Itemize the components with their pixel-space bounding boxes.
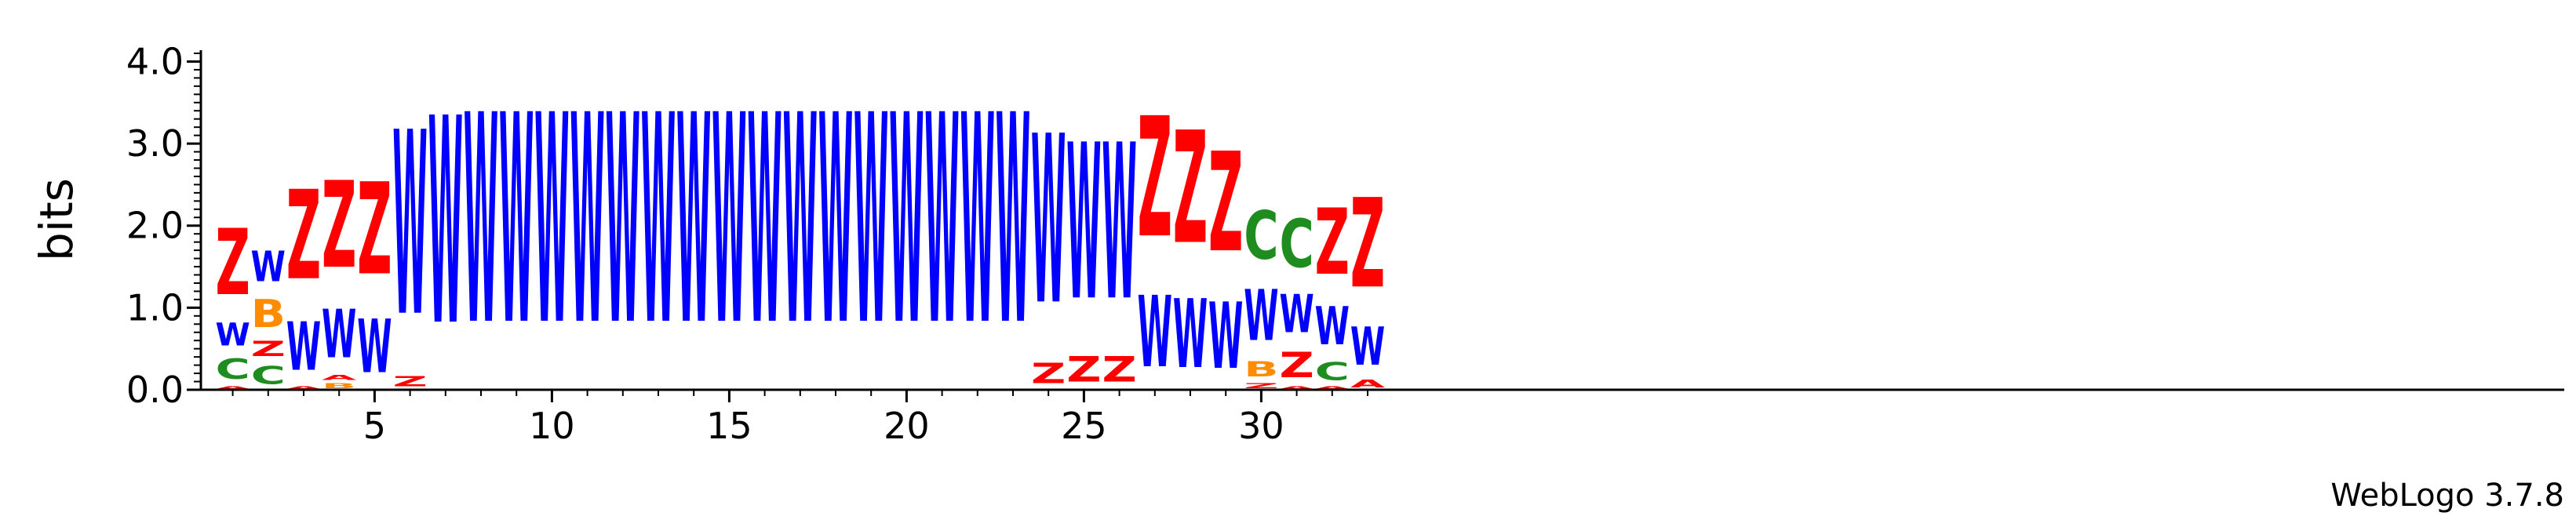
glyph-z-pos-25: Z	[1066, 349, 1101, 391]
glyph-z-pos-32: Z	[1315, 189, 1350, 295]
glyph-a-pos-4: A	[322, 373, 357, 381]
x-tick-label: 30	[1238, 405, 1284, 447]
glyph-a-pos-31: A	[1279, 386, 1314, 390]
glyph-c-pos-32: C	[1315, 358, 1350, 386]
glyph-z-pos-27: Z	[1138, 83, 1172, 274]
glyph-w-pos-18: W	[818, 54, 853, 389]
glyph-z-pos-3: Z	[286, 165, 321, 308]
glyph-a-pos-1: A	[215, 386, 250, 390]
glyph-w-pos-17: W	[783, 54, 818, 389]
glyph-w-pos-31: W	[1279, 285, 1314, 346]
glyph-w-pos-29: W	[1208, 283, 1243, 390]
glyph-w-pos-27: W	[1138, 275, 1172, 389]
glyph-w-pos-20: W	[889, 54, 924, 389]
glyph-w-pos-13: W	[641, 54, 676, 389]
glyph-z-pos-33: Z	[1350, 174, 1385, 317]
glyph-w-pos-11: W	[570, 54, 604, 389]
glyph-w-pos-3: W	[286, 307, 321, 386]
glyph-w-pos-30: W	[1244, 276, 1278, 357]
x-tick-label: 15	[706, 405, 752, 447]
glyph-w-pos-15: W	[712, 54, 746, 389]
glyph-z-pos-26: Z	[1102, 349, 1136, 391]
glyph-w-pos-24: W	[1031, 87, 1066, 356]
glyph-w-pos-21: W	[924, 54, 959, 389]
x-tick-label: 10	[529, 405, 575, 447]
credit-label: WebLogo 3.7.8	[2330, 478, 2564, 514]
glyph-w-pos-1: W	[215, 317, 250, 353]
glyph-w-pos-6: W	[392, 79, 427, 373]
glyph-w-pos-2: W	[251, 243, 286, 292]
glyph-c-pos-2: C	[251, 362, 286, 390]
glyph-w-pos-12: W	[606, 54, 640, 389]
glyph-a-pos-3: A	[286, 386, 322, 390]
glyph-w-pos-16: W	[747, 54, 782, 389]
x-tick-label: 5	[363, 405, 386, 447]
glyph-z-pos-31: Z	[1279, 344, 1314, 386]
glyph-z-pos-1: Z	[215, 209, 250, 315]
glyph-z-pos-5: Z	[357, 156, 392, 303]
glyph-w-pos-8: W	[464, 54, 498, 389]
glyph-w-pos-4: W	[322, 295, 356, 373]
glyph-w-pos-14: W	[676, 54, 711, 389]
glyph-w-pos-22: W	[960, 54, 995, 389]
glyph-a-pos-33: A	[1350, 377, 1385, 390]
glyph-b-pos-30: B	[1244, 357, 1278, 381]
x-tick-label: 25	[1061, 405, 1107, 447]
axis-layer: 0.0 1.0 2.0 3.0 4.0 5 10 15 20 25 30	[126, 40, 2564, 447]
glyph-z-pos-29: Z	[1208, 124, 1243, 283]
y-tick-label: 4.0	[126, 40, 184, 82]
x-tick-label: 20	[884, 405, 930, 447]
glyph-w-pos-10: W	[534, 54, 569, 389]
glyph-w-pos-25: W	[1066, 99, 1101, 348]
y-tick-label: 1.0	[126, 286, 184, 329]
glyph-w-pos-7: W	[428, 58, 463, 389]
glyph-z-pos-24: Z	[1031, 358, 1066, 390]
glyph-c-pos-30: C	[1244, 198, 1278, 275]
glyph-z-pos-4: Z	[322, 157, 356, 296]
glyph-c-pos-31: C	[1279, 206, 1314, 283]
glyph-b-pos-4: B	[322, 381, 356, 390]
glyph-w-pos-23: W	[996, 54, 1030, 389]
glyph-w-pos-28: W	[1173, 280, 1208, 391]
y-tick-label: 0.0	[126, 369, 184, 411]
glyph-a-pos-32: A	[1315, 386, 1350, 390]
glyph-w-pos-33: W	[1350, 318, 1385, 379]
glyph-b-pos-2: B	[251, 291, 286, 336]
glyph-z-pos-30: Z	[1244, 382, 1278, 390]
glyph-w-pos-32: W	[1315, 296, 1350, 358]
glyph-w-pos-19: W	[854, 54, 888, 389]
y-axis-title: bits	[30, 178, 83, 261]
y-tick-label: 3.0	[126, 122, 184, 165]
glyph-w-pos-9: W	[499, 54, 534, 389]
glyph-w-pos-26: W	[1102, 99, 1136, 348]
glyph-z-pos-2: Z	[251, 336, 286, 361]
glyph-w-pos-5: W	[357, 305, 392, 391]
glyph-z-pos-6: Z	[392, 373, 427, 390]
glyph-c-pos-1: C	[215, 353, 250, 386]
glyph-z-pos-28: Z	[1173, 100, 1208, 279]
y-tick-label: 2.0	[126, 205, 184, 247]
